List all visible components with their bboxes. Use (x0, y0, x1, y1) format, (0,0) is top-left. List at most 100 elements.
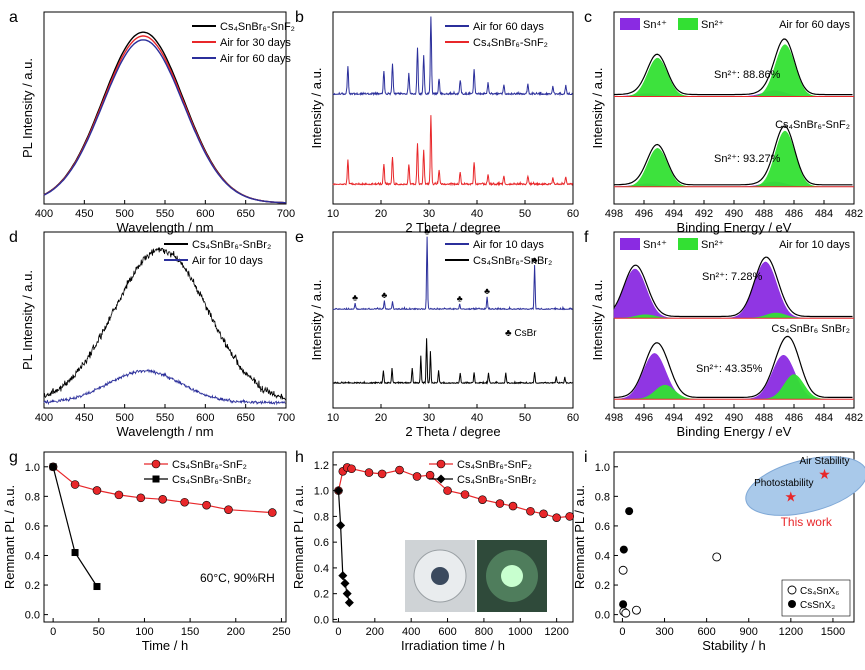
x-tick-label: 486 (785, 412, 803, 424)
envelope-line (613, 335, 853, 398)
y-tick-label: 0.2 (314, 589, 329, 601)
annotation: Sn²⁺: 88.86% (714, 69, 781, 81)
x-tick-label: 50 (519, 208, 531, 220)
csbr-marker: ♣ (484, 286, 490, 296)
annotation: 60°C, 90%RH (200, 571, 275, 585)
legend-label: CsSnX₃ (800, 600, 835, 611)
x-tick-label: 10 (327, 412, 339, 424)
y-tick-label: 1.2 (314, 460, 329, 472)
legend-label: Sn⁴⁺ (643, 19, 667, 31)
x-tick-label: 20 (375, 412, 387, 424)
x-tick-label: 60 (567, 208, 579, 220)
x-axis-label: 2 Theta / degree (405, 220, 500, 235)
data-point (412, 472, 422, 481)
envelope-line (613, 256, 853, 318)
x-axis-label: 2 Theta / degree (405, 424, 500, 439)
x-tick-label: 200 (227, 626, 245, 638)
series-line (43, 246, 286, 401)
data-point (495, 499, 505, 508)
legend-label: Cs₄SnBr₆-SnF₂ (457, 459, 532, 471)
x-tick-label: 498 (605, 412, 623, 424)
x-tick-label: 40 (471, 208, 483, 220)
data-point (151, 459, 161, 469)
sample-label: Cs₄SnBr₆-SnF₂ (775, 119, 850, 131)
csbr-marker: ♣ (424, 226, 430, 236)
data-point (344, 598, 354, 608)
condition-label: Air for 60 days (779, 19, 850, 31)
x-axis-label: Wavelength / nm (116, 424, 213, 439)
legend-swatch (620, 18, 640, 30)
y-tick-label: 0.8 (595, 491, 610, 503)
data-point (395, 465, 404, 475)
plot-frame (43, 451, 287, 623)
x-axis-label: Stability / h (702, 638, 766, 653)
data-point (565, 512, 575, 521)
y-tick-label: 0.2 (595, 580, 610, 592)
data-point (342, 589, 352, 599)
csbr-marker: ♣ (532, 255, 538, 265)
data-point (377, 469, 387, 479)
x-tick-label: 0 (619, 626, 625, 638)
legend-label: Sn⁴⁺ (643, 239, 667, 251)
csbr-marker: ♣ (457, 293, 463, 303)
x-axis-label: Time / h (142, 638, 188, 653)
x-tick-label: 900 (740, 626, 758, 638)
data-point (787, 585, 797, 595)
x-axis-label: Wavelength / nm (116, 220, 213, 235)
data-point (92, 486, 102, 495)
x-tick-label: 482 (845, 412, 863, 424)
x-tick-label: 40 (471, 412, 483, 424)
data-point (436, 459, 446, 469)
series-line (43, 368, 286, 406)
panel-g: 0 50 100 150 200 250 0.0 0.2 0.4 0.6 0.8 1.0 Time / … (2, 449, 291, 653)
x-tick-label: 600 (196, 412, 214, 424)
led-chip (431, 567, 449, 585)
data-point (114, 490, 124, 500)
panel-i: 0 300 600 900 1200 1500 0.0 0.2 0.4 0.6 0.8 1.0 Stab… (572, 449, 865, 653)
x-tick-label: 10 (327, 208, 339, 220)
legend-label: Cs₄SnBr₆-SnF₂ (473, 37, 548, 49)
x-tick-label: 200 (366, 626, 384, 638)
series-line (332, 236, 573, 311)
condition-label: Air for 10 days (779, 239, 850, 251)
x-tick-label: 450 (75, 412, 93, 424)
x-tick-label: 490 (725, 208, 743, 220)
legend-swatch (678, 238, 698, 250)
panel-label: b (295, 9, 304, 26)
plot-frame (332, 231, 574, 409)
x-tick-label: 490 (725, 412, 743, 424)
y-tick-label: 0.8 (314, 511, 329, 523)
y-tick-label: 0.0 (595, 610, 610, 622)
x-tick-label: 400 (402, 626, 420, 638)
data-point (158, 495, 168, 504)
series-line (332, 338, 573, 385)
panel-label: f (584, 229, 589, 246)
x-tick-label: 500 (115, 412, 133, 424)
plot-frame (613, 451, 855, 623)
y-axis-label: Remnant PL / a.u. (291, 485, 306, 589)
inset-photos (405, 540, 547, 612)
y-tick-label: 0.6 (595, 521, 610, 533)
csbr-marker: ♣ (352, 293, 358, 303)
data-point (49, 463, 57, 471)
legend-label: Cs₄SnBr₆-SnBr₂ (457, 474, 536, 486)
data-point (788, 600, 796, 608)
highlight-label: Photostability (754, 478, 813, 489)
x-tick-label: 300 (655, 626, 673, 638)
this-work-star: ★ (785, 488, 798, 504)
legend-swatch (678, 18, 698, 30)
y-tick-label: 1.0 (25, 462, 40, 474)
x-tick-label: 650 (236, 412, 254, 424)
x-tick-label: 20 (375, 208, 387, 220)
x-tick-label: 800 (475, 626, 493, 638)
panel-label: c (584, 9, 592, 26)
x-tick-label: 494 (665, 412, 683, 424)
y-tick-label: 0.4 (595, 550, 610, 562)
data-point (619, 600, 628, 609)
x-tick-label: 492 (695, 412, 713, 424)
y-axis-label: Intensity / a.u. (309, 280, 324, 361)
legend-label: Cs₄SnBr₆-SnF₂ (172, 459, 247, 471)
panel-label: d (9, 229, 18, 246)
x-tick-label: 250 (272, 626, 290, 638)
